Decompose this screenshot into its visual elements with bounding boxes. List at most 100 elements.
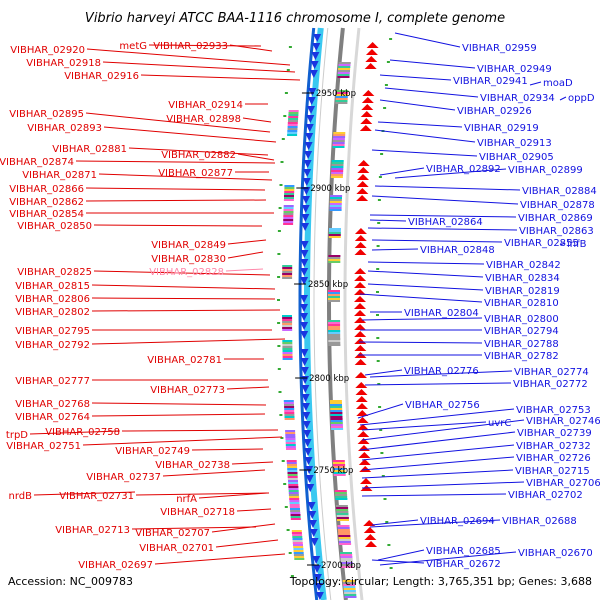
gene-label-forward: VIBHAR_02862 [9, 197, 84, 208]
gene-label-forward: nrfA [176, 494, 197, 505]
gene-label-reverse: uvrC [488, 418, 511, 429]
annotation-bar-reverse [285, 442, 296, 444]
connector-reverse [384, 87, 479, 98]
annotation-bar-reverse [282, 317, 293, 319]
annotation-bar-forward [328, 326, 341, 328]
annotation-bar-reverse [282, 323, 293, 325]
annotation-bar-reverse [282, 325, 293, 327]
annotation-bar-reverse [283, 213, 294, 215]
forward-gene-arrow [357, 160, 370, 166]
annotation-bar-reverse [282, 344, 293, 346]
gene-label-reverse: VIBHAR_02949 [477, 64, 552, 75]
connector-forward [140, 74, 301, 81]
connector-reverse [361, 317, 483, 321]
annotation-bar-forward [336, 517, 349, 519]
backbone-outline [313, 27, 332, 600]
connector-forward [91, 402, 267, 406]
annotation-bar-forward [330, 414, 343, 416]
annotation-bar-forward [332, 140, 345, 142]
gene-label-reverse: VIBHAR_02800 [484, 314, 559, 325]
annotation-bar-forward [329, 228, 341, 230]
marker-right [280, 437, 284, 439]
reverse-gene-arrow [306, 106, 315, 114]
gene-label-reverse: VIBHAR_02726 [516, 453, 591, 464]
annotation-bar-reverse [290, 516, 301, 518]
annotation-bar-forward [328, 236, 341, 238]
forward-gene-arrow [354, 331, 367, 337]
annotation-bar-forward [330, 418, 343, 420]
connector-forward [29, 430, 121, 435]
gene-label-forward: VIBHAR_02830 [151, 254, 226, 265]
kbp-label: 2750 kbp [313, 466, 353, 476]
gene-label-forward: VIBHAR_02806 [15, 294, 90, 305]
annotation-bar-reverse [288, 488, 299, 490]
annotation-bar-forward [333, 132, 346, 134]
annotation-bar-forward [331, 168, 344, 170]
gene-label-reverse: VIBHAR_02869 [518, 213, 593, 224]
annotation-bar-forward [333, 468, 346, 470]
reverse-gene-arrow [314, 583, 323, 591]
gene-label-forward: VIBHAR_02893 [27, 123, 102, 134]
annotation-bar-forward [337, 519, 349, 521]
gene-label-forward: VIBHAR_02758 [45, 427, 120, 438]
annotation-bar-reverse [282, 275, 293, 277]
annotation-bar-forward [336, 94, 348, 96]
annotation-bar-reverse [291, 532, 302, 534]
gene-label-reverse: VIBHAR_02926 [457, 106, 532, 117]
annotation-bar-reverse [293, 548, 304, 550]
annotation-bar-forward [330, 406, 343, 408]
reverse-gene-arrow [305, 133, 314, 141]
gene-label-forward: VIBHAR_02895 [9, 109, 84, 120]
annotation-bar-forward [340, 554, 353, 556]
connector-forward [227, 239, 267, 245]
annotation-bar-reverse [284, 187, 295, 189]
gene-label-reverse: VIBHAR_02756 [405, 400, 480, 411]
annotation-bar-reverse [293, 546, 304, 548]
annotation-bar-forward [336, 513, 349, 515]
forward-gene-arrow [356, 403, 369, 409]
marker-right [283, 115, 287, 117]
gene-label-forward: VIBHAR_02828 [149, 267, 224, 278]
gene-label-reverse: VIBHAR_02794 [484, 326, 559, 337]
annotation-bar-reverse [282, 354, 293, 356]
annotation-bar-reverse [282, 342, 293, 344]
connector-forward [227, 251, 264, 259]
connector-reverse [559, 96, 567, 101]
reverse-gene-arrow [308, 88, 317, 96]
annotation-bar-reverse [288, 114, 299, 116]
annotation-bar-reverse [283, 219, 294, 221]
forward-gene-arrow [356, 195, 369, 201]
connector-reverse [358, 341, 483, 344]
gene-label-forward: VIBHAR_02707 [135, 528, 210, 539]
connector-reverse [371, 559, 425, 564]
accession-text: Accession: NC_009783 [8, 575, 133, 588]
gene-label-reverse: VIBHAR_02732 [516, 441, 591, 452]
reverse-gene-arrow [313, 574, 322, 582]
connector-reverse [374, 129, 476, 143]
annotation-bar-reverse [290, 514, 301, 516]
reverse-gene-arrow [302, 196, 311, 204]
connector-forward [237, 153, 275, 161]
reverse-gene-arrow [307, 502, 316, 510]
gene-label-reverse: VIBHAR_02864 [408, 217, 483, 228]
annotation-bar-forward [328, 320, 341, 322]
annotation-bar-forward [330, 404, 342, 406]
annotation-bar-forward [328, 230, 341, 232]
annotation-bar-forward [338, 541, 351, 543]
forward-gene-arrow [356, 188, 369, 194]
annotation-bar-reverse [285, 430, 296, 432]
forward-gene-arrow [355, 396, 368, 402]
connector-forward [191, 448, 264, 451]
forward-gene-arrow [354, 242, 367, 248]
inner-gc-ring [343, 27, 364, 600]
annotation-bar-forward [329, 400, 342, 402]
annotation-bar-forward [340, 562, 353, 564]
backbone-ring [327, 27, 348, 600]
annotation-bar-forward [328, 290, 340, 292]
forward-gene-arrow [360, 111, 373, 117]
connector-reverse [389, 59, 476, 69]
annotation-bar-reverse [287, 464, 297, 466]
annotation-bar-forward [333, 470, 346, 472]
annotation-bar-reverse [288, 120, 298, 122]
annotation-bar-reverse [294, 556, 305, 558]
